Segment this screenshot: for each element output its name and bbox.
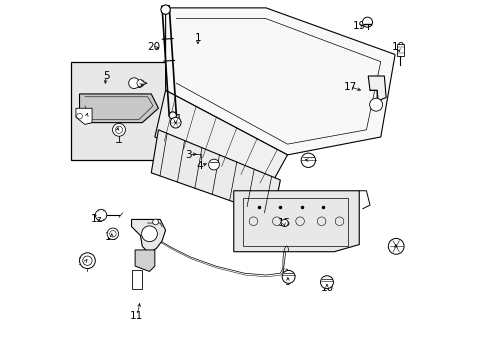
Circle shape	[362, 17, 372, 27]
Circle shape	[112, 123, 125, 136]
Text: 8: 8	[114, 127, 120, 136]
Text: 7: 7	[83, 111, 90, 121]
Text: 14: 14	[78, 257, 91, 267]
Circle shape	[128, 78, 139, 89]
Text: 16: 16	[387, 243, 401, 253]
Text: 13: 13	[105, 232, 118, 242]
Circle shape	[281, 220, 287, 226]
Polygon shape	[131, 220, 165, 252]
Text: 2: 2	[305, 155, 312, 165]
Circle shape	[107, 228, 119, 239]
Text: 20: 20	[147, 42, 161, 52]
Text: 1: 1	[194, 33, 201, 43]
Polygon shape	[155, 90, 287, 187]
Circle shape	[152, 219, 158, 225]
Circle shape	[137, 80, 144, 87]
Text: 15: 15	[277, 218, 290, 228]
Polygon shape	[367, 76, 386, 101]
Text: 9: 9	[284, 277, 290, 287]
Text: 12: 12	[91, 215, 104, 224]
Circle shape	[208, 159, 219, 170]
Text: 6: 6	[135, 80, 142, 90]
Text: 11: 11	[130, 311, 143, 321]
Polygon shape	[135, 250, 155, 271]
Circle shape	[142, 226, 157, 242]
Polygon shape	[165, 8, 394, 155]
Polygon shape	[131, 270, 142, 289]
Polygon shape	[233, 191, 359, 252]
Polygon shape	[80, 94, 158, 123]
Bar	[70, 62, 172, 160]
Circle shape	[282, 270, 294, 283]
Circle shape	[387, 238, 403, 254]
Polygon shape	[396, 44, 404, 56]
Circle shape	[169, 112, 176, 119]
Text: 4: 4	[196, 161, 203, 171]
Polygon shape	[151, 130, 280, 216]
Circle shape	[369, 98, 382, 111]
Circle shape	[320, 276, 333, 289]
Circle shape	[301, 153, 315, 167]
Text: 19: 19	[352, 21, 365, 31]
Polygon shape	[76, 108, 92, 125]
Text: 17: 17	[343, 82, 356, 92]
Text: 5: 5	[103, 71, 109, 81]
Text: 21: 21	[169, 114, 182, 124]
Text: 18: 18	[391, 42, 405, 52]
Circle shape	[80, 253, 95, 269]
Text: 3: 3	[185, 150, 192, 160]
Circle shape	[170, 117, 181, 128]
Text: 10: 10	[320, 283, 333, 293]
Circle shape	[161, 5, 170, 14]
Bar	[242, 198, 348, 246]
Circle shape	[95, 210, 106, 221]
